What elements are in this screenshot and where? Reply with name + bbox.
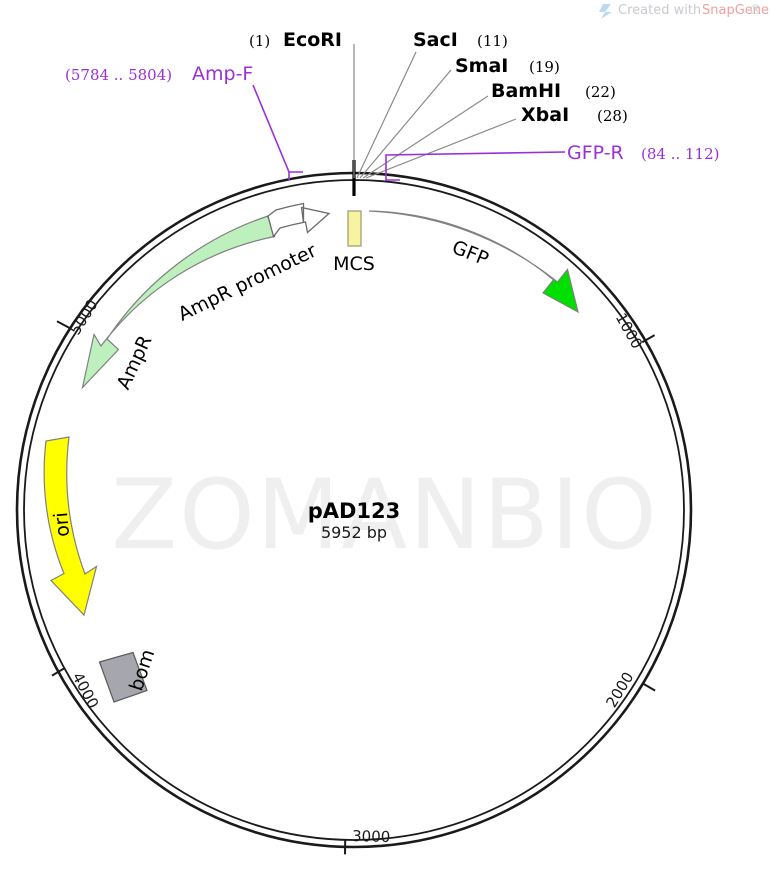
feature-label-ampr: AmpR xyxy=(113,332,157,393)
enzyme-position-bamhi: (22) xyxy=(585,83,616,101)
enzyme-labels: (1) EcoRI SacI (11) SmaI (19) BamHI (22)… xyxy=(249,29,628,126)
enzyme-name-smai: SmaI xyxy=(455,55,508,77)
tick-3000: 3000 xyxy=(344,827,391,855)
ori-arrow-shape xyxy=(43,436,98,617)
credit-prefix: Created with xyxy=(618,3,701,18)
leader-bamhi xyxy=(362,95,489,179)
tick-label-4000: 4000 xyxy=(68,669,102,711)
tick-label-5000: 5000 xyxy=(66,296,102,338)
primer-amp-f[interactable]: (5784 .. 5804) Amp-F xyxy=(65,63,303,180)
enzyme-leader-lines xyxy=(353,44,517,179)
bom-box-shape xyxy=(98,651,148,703)
tick-label-3000: 3000 xyxy=(352,827,391,846)
enzyme-name-bamhi: BamHI xyxy=(491,80,561,102)
ampr-arrow-shape xyxy=(81,215,276,390)
enzyme-xbai[interactable]: XbaI (28) xyxy=(521,104,628,126)
leader-saci xyxy=(356,51,417,179)
enzyme-name-ecori: EcoRI xyxy=(283,29,342,51)
watermark-zomanbio: ZOMANBIO xyxy=(111,459,658,571)
leader-gfp-r xyxy=(385,151,566,172)
gfp-arrow-shape xyxy=(368,210,579,314)
enzyme-position-smai: (19) xyxy=(529,58,560,76)
feature-gfp[interactable]: GFP xyxy=(368,210,579,314)
enzyme-saci[interactable]: SacI (11) xyxy=(413,29,508,51)
primer-name-amp-f: Amp-F xyxy=(192,63,253,85)
feature-label-mcs: MCS xyxy=(333,253,375,275)
primer-gfp-r[interactable]: GFP-R (84 .. 112) xyxy=(385,142,720,181)
enzyme-position-xbai: (28) xyxy=(597,107,628,125)
snapgene-credit: Created with SnapGene ® xyxy=(599,3,769,19)
enzyme-position-saci: (11) xyxy=(477,32,508,50)
feature-label-ori: ori xyxy=(50,511,74,538)
enzyme-bamhi[interactable]: BamHI (22) xyxy=(491,80,616,102)
feature-mcs[interactable]: MCS xyxy=(333,210,375,275)
feature-ori[interactable]: ori xyxy=(43,436,98,617)
primer-name-gfp-r: GFP-R xyxy=(567,142,624,164)
primer-position-amp-f: (5784 .. 5804) xyxy=(65,66,172,84)
credit-brand: SnapGene xyxy=(702,3,769,18)
enzyme-ecori[interactable]: (1) EcoRI xyxy=(249,29,342,51)
enzyme-position-ecori: (1) xyxy=(249,32,270,50)
plasmid-name: pAD123 xyxy=(308,499,401,523)
primer-position-gfp-r: (84 .. 112) xyxy=(641,145,720,163)
tick-label-1000: 1000 xyxy=(612,310,646,352)
snapgene-logo-icon xyxy=(599,4,612,19)
coordinate-ticks: 1000 2000 3000 4000 5000 xyxy=(51,296,656,855)
feature-bom[interactable]: bom xyxy=(98,647,160,703)
primer-tick-gfp-r xyxy=(385,172,400,181)
ampr-promoter-arrow-shape xyxy=(267,202,331,238)
enzyme-name-xbai: XbaI xyxy=(521,104,569,126)
leader-amp-f xyxy=(252,84,290,173)
enzyme-smai[interactable]: SmaI (19) xyxy=(455,55,560,77)
credit-suffix: ® xyxy=(749,3,762,18)
leader-smai xyxy=(359,69,452,179)
feature-label-gfp: GFP xyxy=(449,236,492,270)
leader-xbai xyxy=(365,118,517,179)
enzyme-name-saci: SacI xyxy=(413,29,458,51)
tick-label-2000: 2000 xyxy=(602,669,637,711)
tick-5000: 5000 xyxy=(56,296,102,338)
plasmid-center-label: pAD123 5952 bp xyxy=(308,499,401,542)
mcs-box-shape xyxy=(347,210,362,247)
plasmid-size: 5952 bp xyxy=(321,523,387,542)
